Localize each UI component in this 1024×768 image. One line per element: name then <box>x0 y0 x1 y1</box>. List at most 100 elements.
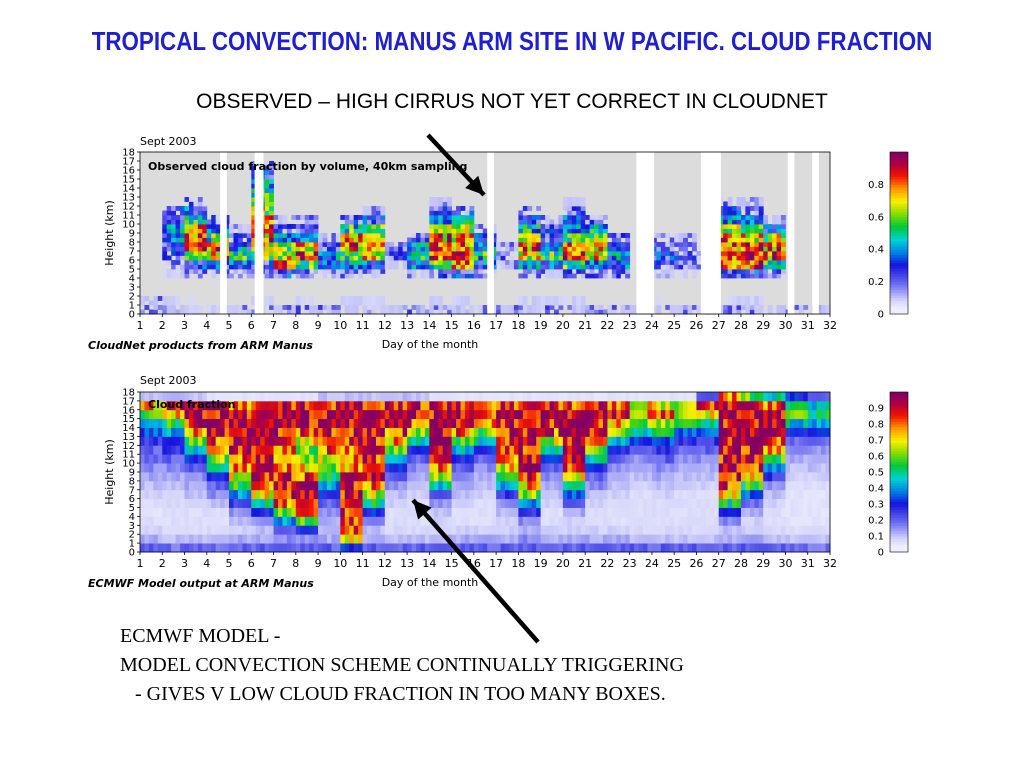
heatmap-cell <box>740 516 746 526</box>
heatmap-cell <box>389 543 395 553</box>
heatmap-cell <box>291 418 297 428</box>
heatmap-cell <box>616 480 622 491</box>
heatmap-cell <box>620 233 626 238</box>
heatmap-cell <box>304 273 310 279</box>
heatmap-cell <box>384 445 390 455</box>
heatmap-cell <box>309 251 315 256</box>
heatmap-cell <box>785 436 791 446</box>
heatmap-cell <box>674 507 680 517</box>
heatmap-cell <box>473 392 479 402</box>
heatmap-cell <box>464 418 470 428</box>
heatmap-cell <box>349 454 355 464</box>
heatmap-cell <box>745 409 751 420</box>
heatmap-cell <box>433 418 439 428</box>
heatmap-cell <box>353 224 359 229</box>
heatmap-cell <box>500 480 506 491</box>
heatmap-cell <box>696 264 702 270</box>
heatmap-cell <box>464 233 470 238</box>
heatmap-cell <box>260 516 266 526</box>
heatmap-cell <box>464 246 470 252</box>
heatmap-cell <box>416 260 421 265</box>
y-tick-label: 2 <box>129 292 135 303</box>
heatmap-cell <box>509 445 515 455</box>
heatmap-cell <box>678 454 684 464</box>
heatmap-cell <box>727 534 733 544</box>
heatmap-cell <box>313 233 319 238</box>
heatmap-cell <box>594 525 599 535</box>
heatmap-cell <box>264 197 270 202</box>
heatmap-cell <box>313 224 319 229</box>
heatmap-cell <box>549 219 555 225</box>
heatmap-cell <box>286 260 292 265</box>
heatmap-cell <box>193 463 199 473</box>
heatmap-cell <box>304 498 310 508</box>
heatmap-cell <box>384 525 390 535</box>
heatmap-cell <box>794 489 800 500</box>
heatmap-cell <box>758 269 764 274</box>
heatmap-cell <box>527 392 533 402</box>
heatmap-cell <box>767 498 773 508</box>
heatmap-cell <box>358 273 363 279</box>
heatmap-cell <box>451 305 457 310</box>
heatmap-cell <box>331 255 337 261</box>
heatmap-cell <box>407 264 412 270</box>
heatmap-cell <box>318 534 323 544</box>
y-tick-label: 6 <box>129 256 135 267</box>
heatmap-cell <box>264 480 270 491</box>
heatmap-cell <box>567 454 573 464</box>
heatmap-cell <box>375 392 381 402</box>
heatmap-cell <box>589 251 595 256</box>
heatmap-cell <box>567 516 573 526</box>
heatmap-cell <box>758 516 764 526</box>
heatmap-cell <box>705 445 711 455</box>
heatmap-cell <box>206 264 212 270</box>
heatmap-cell <box>482 242 488 247</box>
heatmap-cell <box>340 507 346 517</box>
colorbar-step <box>890 254 908 258</box>
heatmap-cell <box>362 498 368 508</box>
heatmap-cell <box>718 400 724 411</box>
heatmap-cell <box>358 463 363 473</box>
heatmap-cell <box>353 260 359 265</box>
heatmap-cell <box>273 260 279 265</box>
heatmap-cell <box>211 472 217 482</box>
heatmap-cell <box>478 534 484 544</box>
heatmap-cell <box>175 516 181 526</box>
heatmap-cell <box>678 309 684 315</box>
heatmap-cell <box>424 498 430 508</box>
heatmap-cell <box>745 480 751 491</box>
heatmap-cell <box>206 409 212 420</box>
heatmap-cell <box>487 525 493 535</box>
heatmap-cell <box>660 260 666 265</box>
heatmap-cell <box>438 215 444 220</box>
heatmap-cell <box>393 400 399 411</box>
heatmap-cell <box>763 260 769 265</box>
heatmap-cell <box>580 273 586 279</box>
heatmap-cell <box>482 543 488 553</box>
heatmap-cell <box>291 233 297 238</box>
heatmap-cell <box>286 472 292 482</box>
heatmap-cell <box>634 463 639 473</box>
heatmap-cell <box>749 418 755 428</box>
heatmap-cell <box>251 206 257 211</box>
heatmap-cell <box>237 264 243 270</box>
heatmap-cell <box>549 260 555 265</box>
heatmap-cell <box>322 472 328 482</box>
heatmap-cell <box>229 516 234 526</box>
heatmap-cell <box>273 472 279 482</box>
heatmap-cell <box>233 237 239 243</box>
heatmap-cell <box>353 516 359 526</box>
heatmap-cell <box>473 534 479 544</box>
heatmap-cell <box>625 273 631 279</box>
heatmap-cell <box>665 472 671 482</box>
heatmap-cell <box>269 300 274 306</box>
heatmap-cell <box>438 242 444 247</box>
heatmap-cell <box>175 269 181 274</box>
heatmap-cell <box>398 489 404 500</box>
heatmap-cell <box>496 525 501 535</box>
heatmap-cell <box>540 454 546 464</box>
heatmap-cell <box>175 296 181 301</box>
heatmap-cell <box>496 418 501 428</box>
heatmap-cell <box>513 525 519 535</box>
heatmap-cell <box>527 228 533 234</box>
